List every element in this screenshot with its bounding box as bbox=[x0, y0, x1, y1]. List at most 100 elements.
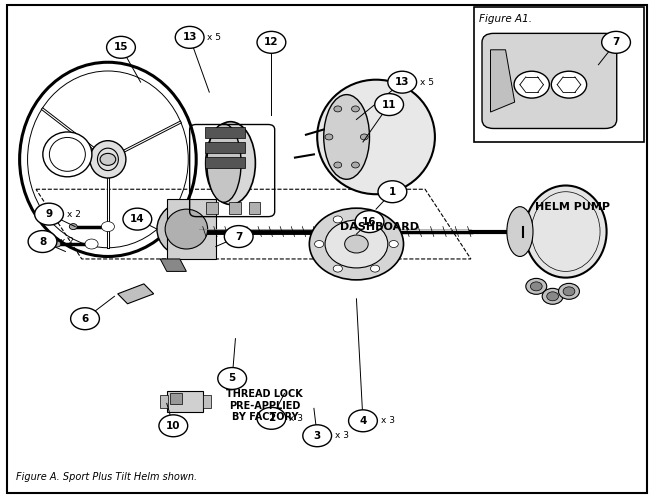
Circle shape bbox=[85, 239, 98, 249]
Circle shape bbox=[100, 153, 116, 165]
Bar bbox=[474, 7, 644, 142]
Circle shape bbox=[257, 31, 286, 53]
Circle shape bbox=[551, 71, 587, 98]
Text: x 2: x 2 bbox=[67, 210, 80, 219]
Circle shape bbox=[325, 134, 333, 140]
Ellipse shape bbox=[157, 202, 216, 256]
Circle shape bbox=[107, 36, 135, 58]
Circle shape bbox=[530, 282, 542, 291]
Text: DASHBOARD: DASHBOARD bbox=[340, 222, 419, 232]
Circle shape bbox=[334, 265, 343, 272]
Ellipse shape bbox=[205, 122, 255, 205]
Ellipse shape bbox=[525, 186, 607, 278]
Circle shape bbox=[352, 162, 360, 168]
Circle shape bbox=[334, 162, 342, 168]
Text: x 3: x 3 bbox=[335, 431, 349, 440]
Bar bbox=[160, 395, 168, 408]
Bar bbox=[203, 395, 211, 408]
Text: 1: 1 bbox=[388, 187, 396, 197]
Text: 2: 2 bbox=[267, 413, 275, 423]
Circle shape bbox=[159, 415, 188, 437]
Polygon shape bbox=[118, 284, 154, 304]
Circle shape bbox=[371, 265, 379, 272]
Text: 9: 9 bbox=[46, 209, 52, 219]
Bar bbox=[205, 157, 245, 168]
Circle shape bbox=[28, 231, 57, 252]
Text: 16: 16 bbox=[362, 217, 377, 227]
Text: 8: 8 bbox=[39, 237, 46, 247]
Text: 13: 13 bbox=[395, 77, 409, 87]
Circle shape bbox=[334, 106, 341, 112]
Text: 15: 15 bbox=[114, 42, 128, 52]
Circle shape bbox=[123, 208, 152, 230]
Text: x 5: x 5 bbox=[420, 78, 434, 87]
Circle shape bbox=[389, 241, 398, 248]
Circle shape bbox=[325, 220, 388, 268]
Text: 13: 13 bbox=[182, 32, 197, 42]
Polygon shape bbox=[490, 50, 515, 112]
Text: 7: 7 bbox=[235, 232, 243, 242]
Bar bbox=[205, 142, 245, 153]
Text: Figure A1.: Figure A1. bbox=[479, 14, 532, 24]
Circle shape bbox=[388, 71, 417, 93]
Bar bbox=[170, 393, 182, 404]
Circle shape bbox=[345, 235, 368, 253]
Circle shape bbox=[371, 216, 379, 223]
Text: 14: 14 bbox=[130, 214, 145, 224]
Circle shape bbox=[257, 407, 286, 429]
Circle shape bbox=[218, 368, 247, 389]
Polygon shape bbox=[160, 259, 186, 271]
Ellipse shape bbox=[69, 224, 77, 230]
Text: Figure A. Sport Plus Tilt Helm shown.: Figure A. Sport Plus Tilt Helm shown. bbox=[16, 472, 198, 482]
Text: x 5: x 5 bbox=[207, 33, 221, 42]
Text: HELM PUMP: HELM PUMP bbox=[535, 202, 610, 212]
Bar bbox=[206, 202, 218, 214]
Circle shape bbox=[602, 31, 630, 53]
Text: 11: 11 bbox=[382, 100, 396, 110]
Ellipse shape bbox=[53, 241, 61, 247]
Ellipse shape bbox=[317, 80, 435, 194]
Circle shape bbox=[526, 278, 547, 294]
Text: 3: 3 bbox=[313, 431, 321, 441]
Text: x 2: x 2 bbox=[60, 237, 74, 246]
Circle shape bbox=[175, 26, 204, 48]
Text: 4: 4 bbox=[359, 416, 367, 426]
Text: 5: 5 bbox=[228, 374, 236, 383]
Ellipse shape bbox=[324, 95, 370, 179]
FancyBboxPatch shape bbox=[482, 33, 617, 128]
Circle shape bbox=[355, 211, 384, 233]
Circle shape bbox=[349, 410, 377, 432]
Circle shape bbox=[559, 283, 579, 299]
Circle shape bbox=[303, 425, 332, 447]
Circle shape bbox=[71, 308, 99, 330]
Text: 10: 10 bbox=[166, 421, 181, 431]
Circle shape bbox=[315, 241, 324, 248]
Circle shape bbox=[360, 134, 368, 140]
Ellipse shape bbox=[507, 207, 533, 256]
Bar bbox=[167, 199, 216, 259]
Text: 12: 12 bbox=[264, 37, 279, 47]
Bar bbox=[249, 202, 260, 214]
Text: 6: 6 bbox=[81, 314, 89, 324]
Text: 7: 7 bbox=[612, 37, 620, 47]
Circle shape bbox=[378, 181, 407, 203]
Ellipse shape bbox=[43, 132, 92, 177]
Circle shape bbox=[333, 216, 343, 223]
Text: x 3: x 3 bbox=[381, 416, 394, 425]
Circle shape bbox=[375, 94, 404, 116]
Ellipse shape bbox=[207, 124, 241, 202]
Bar bbox=[167, 391, 203, 412]
Ellipse shape bbox=[90, 140, 126, 178]
Circle shape bbox=[224, 226, 253, 248]
Bar bbox=[205, 127, 245, 138]
Bar bbox=[229, 202, 241, 214]
Ellipse shape bbox=[165, 209, 207, 249]
Circle shape bbox=[563, 287, 575, 296]
Circle shape bbox=[547, 292, 559, 301]
Circle shape bbox=[309, 208, 404, 280]
Text: x 3: x 3 bbox=[289, 414, 303, 423]
Text: THREAD LOCK
PRE-APPLIED
BY FACTORY: THREAD LOCK PRE-APPLIED BY FACTORY bbox=[226, 389, 303, 422]
Circle shape bbox=[514, 71, 549, 98]
Circle shape bbox=[101, 222, 114, 232]
Circle shape bbox=[35, 203, 63, 225]
